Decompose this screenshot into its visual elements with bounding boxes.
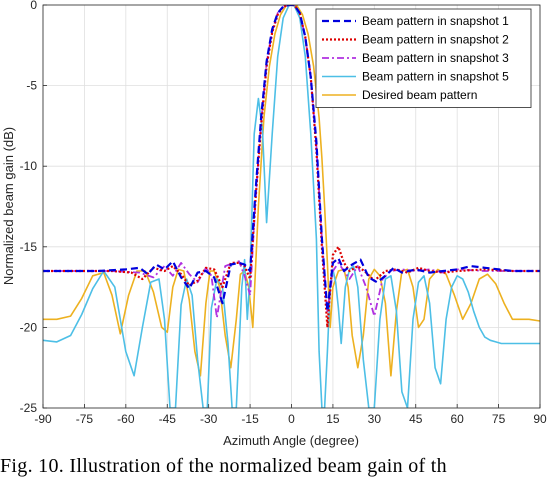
y-tick-label: -5 — [26, 79, 37, 93]
figure-caption: Fig. 10. Illustration of the normalized … — [0, 455, 447, 477]
x-tick-label: 15 — [326, 412, 340, 426]
x-tick-label: -15 — [241, 412, 259, 426]
series-line-3 — [43, 5, 540, 319]
y-axis-label: Normalized beam gain (dB) — [1, 127, 16, 285]
x-tick-label: -30 — [200, 412, 218, 426]
series-line-1 — [43, 5, 540, 313]
x-tick-label: -45 — [159, 412, 177, 426]
series-line-5 — [43, 5, 540, 377]
x-tick-labels: -90 -75 -60 -45 -30 -15 0 15 30 45 60 75 90 — [34, 412, 547, 426]
x-tick-label: 30 — [368, 412, 382, 426]
x-tick-label: 45 — [409, 412, 423, 426]
legend-box — [315, 8, 532, 108]
legend-label: Desired beam pattern — [362, 88, 477, 102]
plot-frame — [42, 4, 541, 409]
x-tick-label: 90 — [533, 412, 547, 426]
y-tick-label: -15 — [20, 240, 38, 254]
x-axis-label: Azimuth Angle (degree) — [223, 433, 359, 448]
legend-label: Beam pattern in snapshot 5 — [362, 70, 509, 84]
y-tick-label: -25 — [20, 401, 38, 415]
x-tick-label: -60 — [117, 412, 135, 426]
y-tick-label: -20 — [20, 320, 38, 334]
y-tick-label: -10 — [20, 159, 38, 173]
legend-label: Beam pattern in snapshot 1 — [362, 14, 509, 28]
y-tick-labels: 0 -5 -10 -15 -20 -25 — [20, 0, 38, 415]
legend-label: Beam pattern in snapshot 3 — [362, 51, 509, 65]
grid — [42, 4, 541, 409]
legend: Beam pattern in snapshot 1 Beam pattern i… — [315, 8, 532, 108]
x-tick-label: 60 — [450, 412, 464, 426]
y-tick-label: 0 — [30, 0, 37, 12]
x-tick-label: 75 — [492, 412, 506, 426]
series-lines — [43, 5, 540, 408]
legend-label: Beam pattern in snapshot 2 — [362, 33, 509, 47]
x-tick-label: -75 — [76, 412, 94, 426]
series-line-4 — [43, 5, 540, 408]
x-tick-label: -90 — [34, 412, 52, 426]
x-tick-label: 0 — [288, 412, 295, 426]
beam-gain-chart: -90 -75 -60 -45 -30 -15 0 15 30 45 60 75 90 0 -5 -10 -1… — [1, 0, 547, 448]
